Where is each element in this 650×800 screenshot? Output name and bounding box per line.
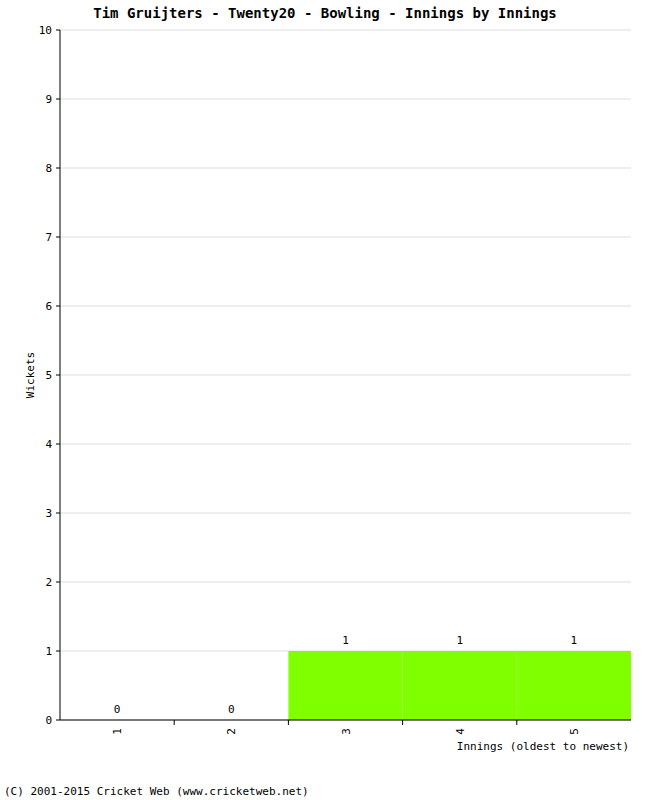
y-tick-label: 8 [45, 162, 52, 175]
grid-line [60, 30, 631, 31]
y-tick [56, 168, 60, 169]
chart-svg: 0 1 2 3 4 5 6 7 8 9 10 0 0 1 1 1 1 2 3 4 5 Tim Gruijters - Tw… [0, 0, 650, 800]
grid-line [60, 375, 631, 376]
data-label: 1 [456, 634, 463, 647]
y-tick-label: 0 [45, 714, 52, 727]
title: Tim Gruijters - Twenty20 - Bowling - Inn… [93, 5, 557, 21]
y-tick [56, 582, 60, 583]
y-tick [56, 375, 60, 376]
y-tick [56, 99, 60, 100]
y-tick [56, 30, 60, 31]
grid-line [60, 306, 631, 307]
y-axis-label: Wickets [24, 352, 37, 398]
x-tick-label: 4 [454, 728, 467, 735]
y-tick-label: 7 [45, 231, 52, 244]
chart-container: 0 1 2 3 4 5 6 7 8 9 10 0 0 1 1 1 1 2 3 4 5 Tim Gruijters - Tw… [0, 0, 650, 800]
bar [288, 651, 402, 720]
data-label: 0 [228, 703, 235, 716]
y-tick-label: 5 [45, 369, 52, 382]
data-label: 1 [571, 634, 578, 647]
x-axis [60, 720, 631, 721]
x-separator [516, 720, 517, 725]
y-tick-label: 10 [39, 24, 52, 37]
grid-line [60, 444, 631, 445]
y-tick-label: 9 [45, 93, 52, 106]
y-tick-label: 2 [45, 576, 52, 589]
x-tick-label: 5 [568, 728, 581, 735]
x-tick-label: 2 [225, 728, 238, 735]
y-tick [56, 513, 60, 514]
y-tick [56, 651, 60, 652]
y-tick [56, 444, 60, 445]
y-tick-label: 3 [45, 507, 52, 520]
x-separator [288, 720, 289, 725]
data-label: 1 [342, 634, 349, 647]
grid-line [60, 168, 631, 169]
x-tick-label: 3 [340, 728, 353, 735]
y-tick [56, 720, 60, 721]
data-label: 0 [114, 703, 121, 716]
x-separator [402, 720, 403, 725]
x-separator [174, 720, 175, 725]
y-tick [56, 237, 60, 238]
annotation: (C) 2001-2015 Cricket Web (www.cricketwe… [4, 785, 309, 798]
grid-line [60, 582, 631, 583]
x-axis-label: Innings (oldest to newest) [457, 740, 629, 753]
grid-line [60, 513, 631, 514]
bar [403, 651, 517, 720]
grid-line [60, 237, 631, 238]
y-tick-label: 1 [45, 645, 52, 658]
bars [288, 651, 631, 720]
y-tick [56, 306, 60, 307]
y-axis [60, 30, 61, 720]
grid-line [60, 720, 631, 721]
background [0, 0, 650, 800]
x-tick-label: 1 [111, 728, 124, 735]
y-tick-label: 4 [45, 438, 52, 451]
y-tick-label: 6 [45, 300, 52, 313]
bar [517, 651, 631, 720]
grid-line [60, 99, 631, 100]
